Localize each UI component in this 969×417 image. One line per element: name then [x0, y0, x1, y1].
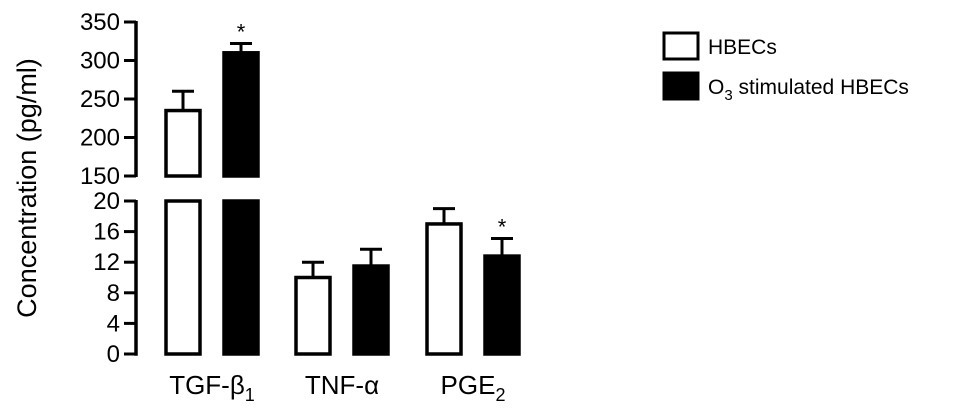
x-tick-label: PGE2	[441, 370, 506, 405]
bar	[352, 264, 390, 356]
y-tick-label: 8	[107, 280, 120, 307]
y-axis-title: Concentration (pg/ml)	[12, 58, 42, 318]
axis-break-gap	[220, 178, 262, 199]
y-tick-label: 4	[107, 310, 120, 337]
bars	[162, 42, 521, 356]
x-tick-label: TGF-β1	[169, 370, 255, 405]
bar	[294, 275, 332, 356]
y-tick-label: 200	[80, 125, 120, 152]
bar	[222, 51, 260, 178]
legend-label: O3 stimulated HBECs	[708, 76, 909, 104]
legend-label: HBECs	[708, 36, 777, 59]
y-tick-label: 300	[80, 48, 120, 75]
legend: HBECs O3 stimulated HBECs	[662, 31, 909, 104]
y-tick-label: 250	[80, 86, 120, 113]
y-tick-label: 20	[93, 188, 120, 215]
x-tick-label: TNF-α	[305, 370, 379, 400]
legend-swatch	[662, 71, 700, 101]
bar	[164, 199, 202, 356]
significance-star: *	[498, 214, 507, 239]
legend-swatch	[662, 31, 700, 61]
axes	[124, 20, 138, 356]
y-tick-label: 350	[80, 9, 120, 36]
bar	[222, 199, 260, 356]
bar	[425, 222, 463, 356]
y-tick-label: 12	[93, 249, 120, 276]
significance-star: *	[237, 20, 246, 45]
axis-break-gap	[162, 178, 204, 199]
y-tick-label: 0	[107, 341, 120, 368]
bar	[483, 254, 521, 356]
bar	[164, 108, 202, 178]
y-tick-label: 16	[93, 219, 120, 246]
y-tick-label: 150	[80, 163, 120, 190]
